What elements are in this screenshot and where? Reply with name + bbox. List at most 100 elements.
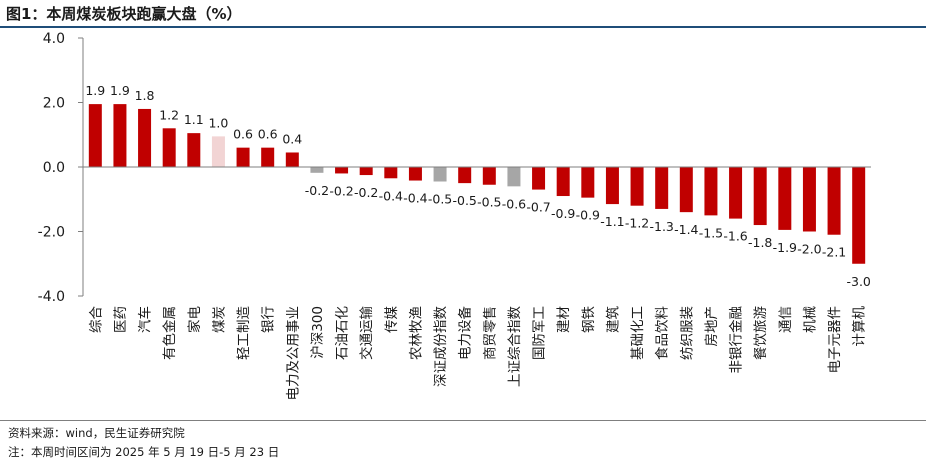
bar-9 xyxy=(285,152,299,167)
bar-6 xyxy=(211,136,225,167)
data-label: -2.1 xyxy=(822,245,846,260)
category-label: 煤炭 xyxy=(211,306,227,333)
data-label: -1.5 xyxy=(699,225,723,240)
category-label: 钢铁 xyxy=(581,306,597,334)
bar-18 xyxy=(507,167,521,187)
data-label: -3.0 xyxy=(846,274,870,289)
category-label: 房地产 xyxy=(704,306,720,347)
bar-2 xyxy=(113,104,127,167)
data-label: -0.2 xyxy=(305,183,329,198)
y-tick-label: 0.0 xyxy=(43,160,65,176)
footnote: 注：本周时间区间为 2025 年 5 月 19 日-5 月 23 日 xyxy=(8,445,280,459)
bar-20 xyxy=(556,167,570,197)
category-label: 建筑 xyxy=(605,306,621,334)
bar-28 xyxy=(753,167,767,226)
category-label: 食品饮料 xyxy=(654,306,671,360)
bar-22 xyxy=(605,167,619,205)
category-label: 深证成份指数 xyxy=(433,306,449,387)
data-label: 1.9 xyxy=(110,83,130,98)
category-label: 家电 xyxy=(186,306,203,333)
bar-1 xyxy=(88,104,102,167)
data-label: -1.2 xyxy=(625,216,649,231)
data-label: -0.5 xyxy=(428,192,452,207)
category-label: 电力设备 xyxy=(457,306,474,360)
category-label: 电力及公用事业 xyxy=(285,306,301,401)
data-label: -1.8 xyxy=(748,235,772,250)
data-label: -2.0 xyxy=(797,242,821,257)
data-label: -1.9 xyxy=(773,240,797,255)
bar-15 xyxy=(433,167,447,182)
category-label: 纺织服装 xyxy=(679,306,695,360)
bar-13 xyxy=(384,167,398,179)
data-label: -0.5 xyxy=(477,195,501,210)
bar-32 xyxy=(852,167,866,264)
bar-7 xyxy=(236,147,250,167)
data-label: -1.4 xyxy=(674,222,698,237)
bar-4 xyxy=(162,128,176,167)
bar-21 xyxy=(581,167,595,198)
bar-23 xyxy=(630,167,644,206)
bar-31 xyxy=(827,167,841,235)
category-label: 通信 xyxy=(778,306,794,333)
data-label: -0.7 xyxy=(526,200,550,215)
data-label: -0.9 xyxy=(551,206,575,221)
bar-8 xyxy=(261,147,275,167)
y-tick-label: -4.0 xyxy=(38,289,65,305)
bar-24 xyxy=(655,167,669,209)
category-label: 农林牧渔 xyxy=(408,306,424,360)
category-label: 机械 xyxy=(802,306,818,333)
bar-14 xyxy=(408,167,422,181)
category-label: 石油石化 xyxy=(335,306,351,360)
category-label: 计算机 xyxy=(852,306,868,347)
bar-19 xyxy=(532,167,546,190)
category-label: 基础化工 xyxy=(629,306,646,360)
bar-10 xyxy=(310,167,324,173)
category-label: 沪深300 xyxy=(310,306,326,359)
bar-26 xyxy=(704,167,718,216)
bar-3 xyxy=(138,108,152,167)
source-note: 资料来源：wind，民生证券研究院 xyxy=(8,426,185,440)
y-tick-label: 2.0 xyxy=(43,96,65,112)
data-label: -1.1 xyxy=(600,214,624,229)
category-label: 非银行金融 xyxy=(729,306,745,374)
data-label: 1.8 xyxy=(135,88,155,103)
bar-30 xyxy=(802,167,816,232)
bar-27 xyxy=(729,167,743,219)
bar-11 xyxy=(335,167,349,174)
data-label: -0.4 xyxy=(403,191,427,206)
data-label: -0.9 xyxy=(576,208,600,223)
category-label: 传媒 xyxy=(384,306,400,333)
data-label: 1.2 xyxy=(159,107,179,122)
data-label: -1.3 xyxy=(649,219,673,234)
data-label: 1.1 xyxy=(184,112,204,127)
bar-25 xyxy=(679,167,693,213)
category-label: 国防军工 xyxy=(532,306,548,360)
data-label: -0.2 xyxy=(329,183,353,198)
bar-29 xyxy=(778,167,792,230)
bar-16 xyxy=(458,167,472,184)
y-tick-label: 4.0 xyxy=(43,31,65,47)
category-label: 综合 xyxy=(88,306,104,333)
category-label: 医药 xyxy=(113,306,129,333)
category-label: 交通运输 xyxy=(358,306,375,360)
bar-12 xyxy=(359,167,373,176)
data-label: -1.6 xyxy=(723,229,747,244)
data-label: -0.2 xyxy=(354,185,378,200)
footer-divider xyxy=(0,420,926,421)
data-label: -0.4 xyxy=(379,188,403,203)
category-label: 有色金属 xyxy=(161,306,178,360)
data-label: 1.9 xyxy=(85,83,105,98)
category-label: 餐饮旅游 xyxy=(753,306,769,360)
bar-5 xyxy=(187,133,201,167)
chart-title: 图1：本周煤炭板块跑赢大盘（%） xyxy=(6,5,242,23)
data-label: -0.5 xyxy=(452,193,476,208)
category-label: 电子元器件 xyxy=(827,306,843,374)
title-divider xyxy=(0,26,926,28)
y-tick-label: -2.0 xyxy=(38,225,65,241)
data-label: -0.6 xyxy=(502,196,526,211)
data-label: 0.6 xyxy=(258,127,278,142)
bar-17 xyxy=(482,167,496,185)
data-label: 0.6 xyxy=(233,127,253,142)
category-label: 轻工制造 xyxy=(236,306,252,360)
data-label: 0.4 xyxy=(282,131,302,146)
